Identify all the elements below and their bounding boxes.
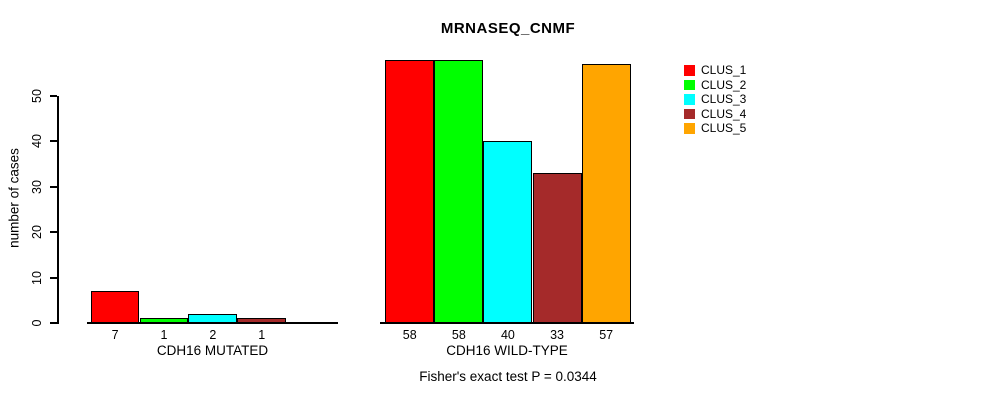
legend-label: CLUS_5 [701, 121, 747, 136]
y-tick [50, 276, 57, 279]
bar-clus_1 [90, 291, 140, 323]
y-tick [50, 231, 57, 234]
legend-swatch-clus_5 [684, 123, 695, 134]
y-tick [50, 322, 57, 324]
y-tick-label: 30 [30, 179, 44, 194]
bar-value-label: 57 [599, 327, 614, 342]
fisher-test-annotation: Fisher's exact test P = 0.0344 [419, 369, 597, 384]
bar-value-label: 1 [258, 327, 266, 342]
y-tick [50, 94, 57, 97]
x-axis-line [380, 322, 634, 324]
group-label: CDH16 MUTATED [156, 343, 269, 358]
y-axis-line [57, 96, 59, 324]
chart-title: MRNASEQ_CNMF [440, 20, 576, 37]
legend-entry: CLUS_3 [684, 92, 774, 107]
legend-label: CLUS_1 [701, 63, 747, 77]
legend-entry: CLUS_2 [684, 78, 774, 93]
bar-clus_4 [532, 173, 582, 323]
y-tick-label: 40 [30, 134, 44, 149]
bar-value-label: 40 [500, 327, 515, 342]
legend-label: CLUS_3 [701, 92, 747, 107]
legend-swatch-clus_2 [684, 79, 695, 91]
legend-swatch-clus_1 [684, 65, 695, 76]
bar-value-label: 58 [451, 327, 466, 342]
legend-label: CLUS_2 [701, 77, 747, 92]
y-tick-label: 10 [30, 270, 44, 285]
y-tick-label: 20 [30, 225, 44, 240]
bar-value-label: 7 [111, 327, 119, 342]
bar-clus_3 [483, 141, 533, 323]
y-tick-label: 50 [30, 88, 44, 103]
legend-swatch-clus_4 [684, 108, 695, 120]
bar-value-label: 58 [402, 327, 417, 342]
legend-swatch-clus_3 [684, 94, 695, 105]
legend-entry: CLUS_4 [684, 107, 774, 122]
legend: CLUS_1 CLUS_2 CLUS_3 CLUS_4 CLUS_5 [684, 63, 774, 138]
bar-clus_1 [385, 59, 435, 323]
bar-value-label: 33 [550, 327, 564, 342]
legend-entry: CLUS_1 [684, 63, 774, 78]
x-axis-line [87, 322, 338, 324]
y-tick-label: 0 [30, 319, 44, 327]
group-label: CDH16 WILD-TYPE [446, 343, 568, 358]
y-tick [50, 140, 57, 143]
bar-value-label: 1 [160, 327, 168, 342]
bar-clus_5 [581, 64, 631, 323]
bar-clus_2 [434, 59, 484, 323]
y-tick [50, 185, 57, 188]
legend-label: CLUS_4 [701, 106, 747, 121]
bar-value-label: 2 [209, 327, 217, 342]
legend-entry: CLUS_5 [684, 121, 774, 136]
